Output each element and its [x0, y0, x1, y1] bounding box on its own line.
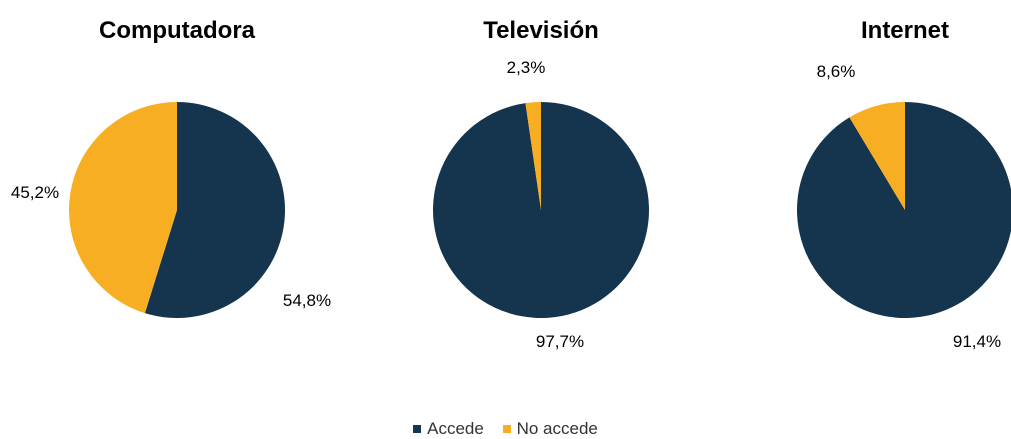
pie-slice-no-accede: [525, 102, 541, 210]
legend-label-accede: Accede: [427, 419, 484, 438]
pie-slice-no-accede: [69, 102, 177, 314]
data-label-no-accede: 45,2%: [11, 183, 59, 202]
pie-chart-2: Televisión 97,7% 2,3%: [433, 17, 649, 351]
legend-swatch-no-accede: [502, 425, 511, 433]
pie-chart-1: Computadora 54,8% 45,2%: [11, 17, 331, 318]
chart-title: Televisión: [483, 17, 599, 44]
legend-label-no-accede: No accede: [516, 419, 598, 438]
pie-slice-accede: [144, 102, 286, 318]
legend-item-accede: Accede: [413, 419, 484, 439]
data-label-no-accede: 2,3%: [507, 58, 546, 77]
data-label-accede: 91,4%: [953, 332, 1001, 351]
legend-item-no-accede: No accede: [502, 419, 598, 439]
data-label-no-accede: 8,6%: [817, 62, 856, 81]
pie-slice-accede: [797, 102, 1011, 318]
legend-swatch-accede: [413, 425, 422, 433]
pie-chart-3: Internet 91,4% 8,6%: [797, 17, 1011, 351]
legend: Accede No accede: [0, 418, 1011, 439]
data-label-accede: 54,8%: [283, 291, 331, 310]
chart-title: Computadora: [99, 17, 256, 44]
pie-slice-no-accede: [849, 102, 905, 210]
data-label-accede: 97,7%: [536, 332, 584, 351]
chart-title: Internet: [861, 17, 949, 44]
